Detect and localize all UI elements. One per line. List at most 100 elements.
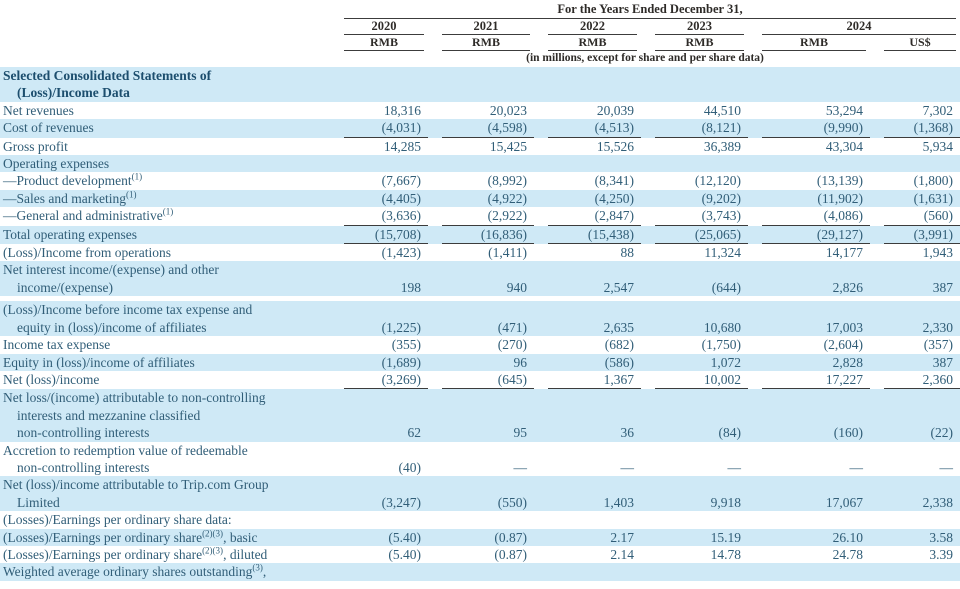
row-value: 36 xyxy=(620,425,635,441)
row-value: (7,667) xyxy=(381,173,421,189)
row-label: Net revenues xyxy=(3,102,74,118)
row-value xyxy=(330,511,428,528)
row-value xyxy=(641,563,748,580)
header-currency-row: RMB RMB RMB RMB RMB US$ xyxy=(0,35,960,51)
col-year-2024: 2024 xyxy=(748,19,960,35)
table-header: For the Years Ended December 31, 2020 20… xyxy=(0,0,960,67)
row-value: (4,405) xyxy=(381,190,421,206)
row-value: (1,689) xyxy=(381,354,421,370)
header-title: For the Years Ended December 31, xyxy=(344,0,956,19)
row-value: 9,918 xyxy=(710,494,741,510)
row-value: 14,177 xyxy=(825,245,863,261)
row-value: 2,330 xyxy=(922,319,953,335)
row-value: — xyxy=(727,459,742,475)
row-label: Weighted average ordinary shares outstan… xyxy=(3,562,267,580)
row-value: 2,338 xyxy=(922,494,953,510)
row-label: (Loss)/Income before income tax expense … xyxy=(3,302,253,335)
table-row: —Product development(1) (7,667) (8,992) (8,… xyxy=(0,172,960,189)
row-value: — xyxy=(513,459,528,475)
col-currency-rmb-2021: RMB xyxy=(428,35,534,51)
row-value: 62 xyxy=(407,425,422,441)
row-value: (40) xyxy=(398,459,422,475)
row-value: (1,368) xyxy=(870,119,960,138)
row-value xyxy=(870,511,960,528)
row-value: (2,604) xyxy=(823,337,863,353)
header-title-row: For the Years Ended December 31, xyxy=(0,0,960,19)
row-value: 10,002 xyxy=(641,371,748,390)
row-value: 2,360 xyxy=(870,371,960,390)
row-label: —Sales and marketing(1) xyxy=(3,189,137,206)
row-value: (357) xyxy=(923,337,953,353)
row-value: 20,023 xyxy=(489,102,527,118)
row-value: 2,635 xyxy=(603,319,634,335)
table-row: Net interest income/(expense) and other i… xyxy=(0,261,960,297)
footnote-ref: (3) xyxy=(252,562,263,573)
footnote-ref: (1) xyxy=(162,206,174,217)
row-label: (Losses)/Earnings per ordinary share(2)(… xyxy=(3,528,258,545)
row-value: 17,227 xyxy=(748,371,870,390)
row-value: 17,067 xyxy=(825,494,863,510)
row-value xyxy=(534,511,641,528)
row-value: 1,367 xyxy=(534,371,641,390)
row-value: (645) xyxy=(428,371,534,390)
row-value: (3,269) xyxy=(330,371,428,390)
row-value: — xyxy=(849,459,864,475)
row-value: (471) xyxy=(497,319,527,335)
row-value xyxy=(534,67,641,102)
row-value xyxy=(870,155,960,172)
col-currency-rmb-2022: RMB xyxy=(534,35,641,51)
row-value: (29,127) xyxy=(748,226,870,245)
row-value xyxy=(534,563,641,580)
row-value: 11,324 xyxy=(704,245,741,261)
row-label: (Loss)/Income from operations xyxy=(3,245,171,261)
row-value xyxy=(641,511,748,528)
header-years-row: 2020 2021 2022 2023 2024 xyxy=(0,19,960,35)
row-value: 15,526 xyxy=(596,138,634,154)
row-value xyxy=(870,563,960,580)
row-value: (270) xyxy=(497,337,527,353)
row-value: 387 xyxy=(932,354,953,370)
row-value xyxy=(870,67,960,102)
row-value: (8,121) xyxy=(641,119,748,138)
row-value: 26.10 xyxy=(832,529,863,545)
table-row: (Loss)/Income from operations (1,423) (1,4… xyxy=(0,244,960,261)
row-value xyxy=(641,67,748,102)
col-year-2021: 2021 xyxy=(428,19,534,35)
row-value: (25,065) xyxy=(641,226,748,245)
row-label: Gross profit xyxy=(3,138,68,154)
header-spacer-cell xyxy=(0,0,330,19)
row-value xyxy=(641,155,748,172)
row-value xyxy=(428,563,534,580)
table-row: Income tax expense (355) (270) (682) (1,750)… xyxy=(0,336,960,353)
row-value: (3,743) xyxy=(641,207,748,226)
row-value: (1,423) xyxy=(381,245,421,261)
col-year-2020: 2020 xyxy=(330,19,428,35)
row-value: 53,294 xyxy=(825,102,863,118)
row-value: (4,031) xyxy=(330,119,428,138)
row-value xyxy=(748,511,870,528)
row-label: Cost of revenues xyxy=(3,120,94,136)
table-row: Weighted average ordinary shares outstan… xyxy=(0,562,960,581)
table-row: Cost of revenues (4,031) (4,598) (4,513) (8,… xyxy=(0,119,960,138)
row-label: Selected Consolidated Statements of (Loss… xyxy=(3,68,212,101)
footnote-ref: (2)(3) xyxy=(202,545,224,556)
row-value: (4,513) xyxy=(534,119,641,138)
row-value: (4,598) xyxy=(428,119,534,138)
row-value: 1,403 xyxy=(603,494,634,510)
row-value: (560) xyxy=(870,207,960,226)
row-label: Total operating expenses xyxy=(3,226,138,242)
row-value: 43,304 xyxy=(825,138,863,154)
col-currency-rmb-2023: RMB xyxy=(641,35,748,51)
row-value: (15,438) xyxy=(534,226,641,245)
footnote-ref: (2)(3) xyxy=(202,528,224,539)
row-value: (1,750) xyxy=(701,337,741,353)
row-value: 2.14 xyxy=(610,546,634,562)
header-spacer-cell xyxy=(0,35,330,51)
row-label: Operating expenses xyxy=(3,156,110,172)
col-currency-usd-2024: US$ xyxy=(870,35,960,51)
table-row: (Losses)/Earnings per ordinary share dat… xyxy=(0,511,960,528)
row-value: (9,990) xyxy=(748,119,870,138)
header-spacer-cell xyxy=(0,19,330,35)
row-value: 387 xyxy=(932,279,953,295)
